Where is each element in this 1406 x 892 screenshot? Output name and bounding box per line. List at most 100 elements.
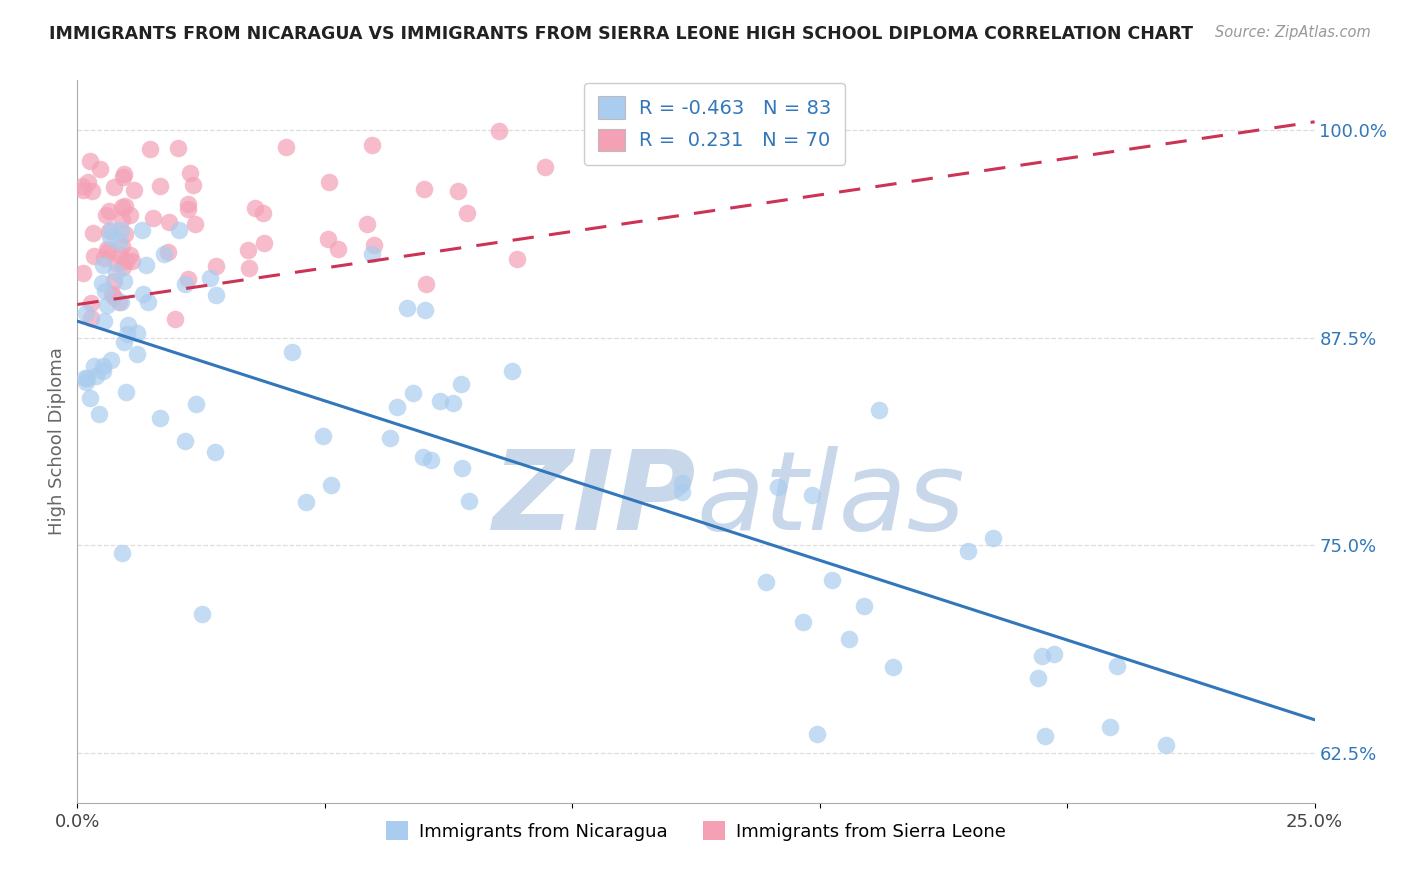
Point [236,243,259,257]
Point [96,208,118,222]
Point [957,544,980,558]
Point [135,259,157,273]
Point [117,318,139,332]
Point [80,296,103,310]
Point [110,211,132,226]
Point [101,286,124,301]
Point [91,364,114,378]
Point [181,178,204,192]
Point [96,298,118,312]
Point [179,166,201,180]
Point [121,254,143,268]
Point [125,326,148,341]
Point [806,727,828,741]
Point [413,182,436,196]
Point [238,261,260,276]
Point [114,227,136,241]
Text: IMMIGRANTS FROM NICARAGUA VS IMMIGRANTS FROM SIERRA LEONE HIGH SCHOOL DIPLOMA CO: IMMIGRANTS FROM NICARAGUA VS IMMIGRANTS … [49,25,1194,43]
Point [110,295,132,310]
Point [142,211,165,226]
Point [429,393,451,408]
Point [83,359,105,373]
Point [153,247,176,261]
Point [111,260,134,274]
Point [112,334,135,349]
Point [79,311,101,326]
Point [117,327,139,342]
Point [755,575,778,590]
Point [361,247,384,261]
Point [319,477,342,491]
Point [112,274,135,288]
Point [395,301,418,315]
Point [77,176,100,190]
Text: Source: ZipAtlas.com: Source: ZipAtlas.com [1215,25,1371,40]
Point [205,288,228,302]
Point [94,284,117,298]
Point [97,224,120,238]
Point [801,488,824,502]
Point [75,375,97,389]
Point [1033,729,1056,743]
Point [419,453,441,467]
Point [295,495,318,509]
Point [356,217,378,231]
Point [149,178,172,193]
Point [415,277,437,292]
Point [447,184,470,198]
Point [204,259,226,273]
Point [198,271,221,285]
Text: atlas: atlas [696,446,965,553]
Point [157,244,180,259]
Point [1031,648,1053,663]
Point [149,411,172,425]
Point [91,258,114,272]
Point [981,531,1004,545]
Point [167,141,190,155]
Point [176,202,198,217]
Point [111,546,134,560]
Point [1099,720,1122,734]
Point [838,632,860,646]
Point [821,573,844,587]
Point [84,368,107,383]
Point [82,184,104,198]
Point [316,232,339,246]
Point [132,286,155,301]
Point [108,248,131,262]
Point [281,345,304,359]
Point [111,239,134,253]
Point [103,274,125,288]
Point [190,607,212,621]
Point [103,290,125,304]
Y-axis label: High School Diploma: High School Diploma [48,348,66,535]
Point [157,215,180,229]
Point [385,401,408,415]
Point [89,161,111,176]
Point [177,272,200,286]
Point [186,397,208,411]
Point [100,223,122,237]
Point [75,306,97,320]
Point [488,124,510,138]
Point [108,294,131,309]
Point [104,265,127,279]
Point [72,178,94,193]
Point [89,407,111,421]
Point [318,175,340,189]
Point [174,434,197,448]
Point [72,183,94,197]
Point [97,244,120,258]
Point [125,347,148,361]
Point [328,242,350,256]
Point [72,266,94,280]
Point [79,154,101,169]
Point [103,179,125,194]
Point [276,140,298,154]
Point [174,277,197,292]
Point [413,303,436,318]
Point [253,235,276,250]
Point [91,359,114,373]
Point [112,170,135,185]
Point [76,371,98,385]
